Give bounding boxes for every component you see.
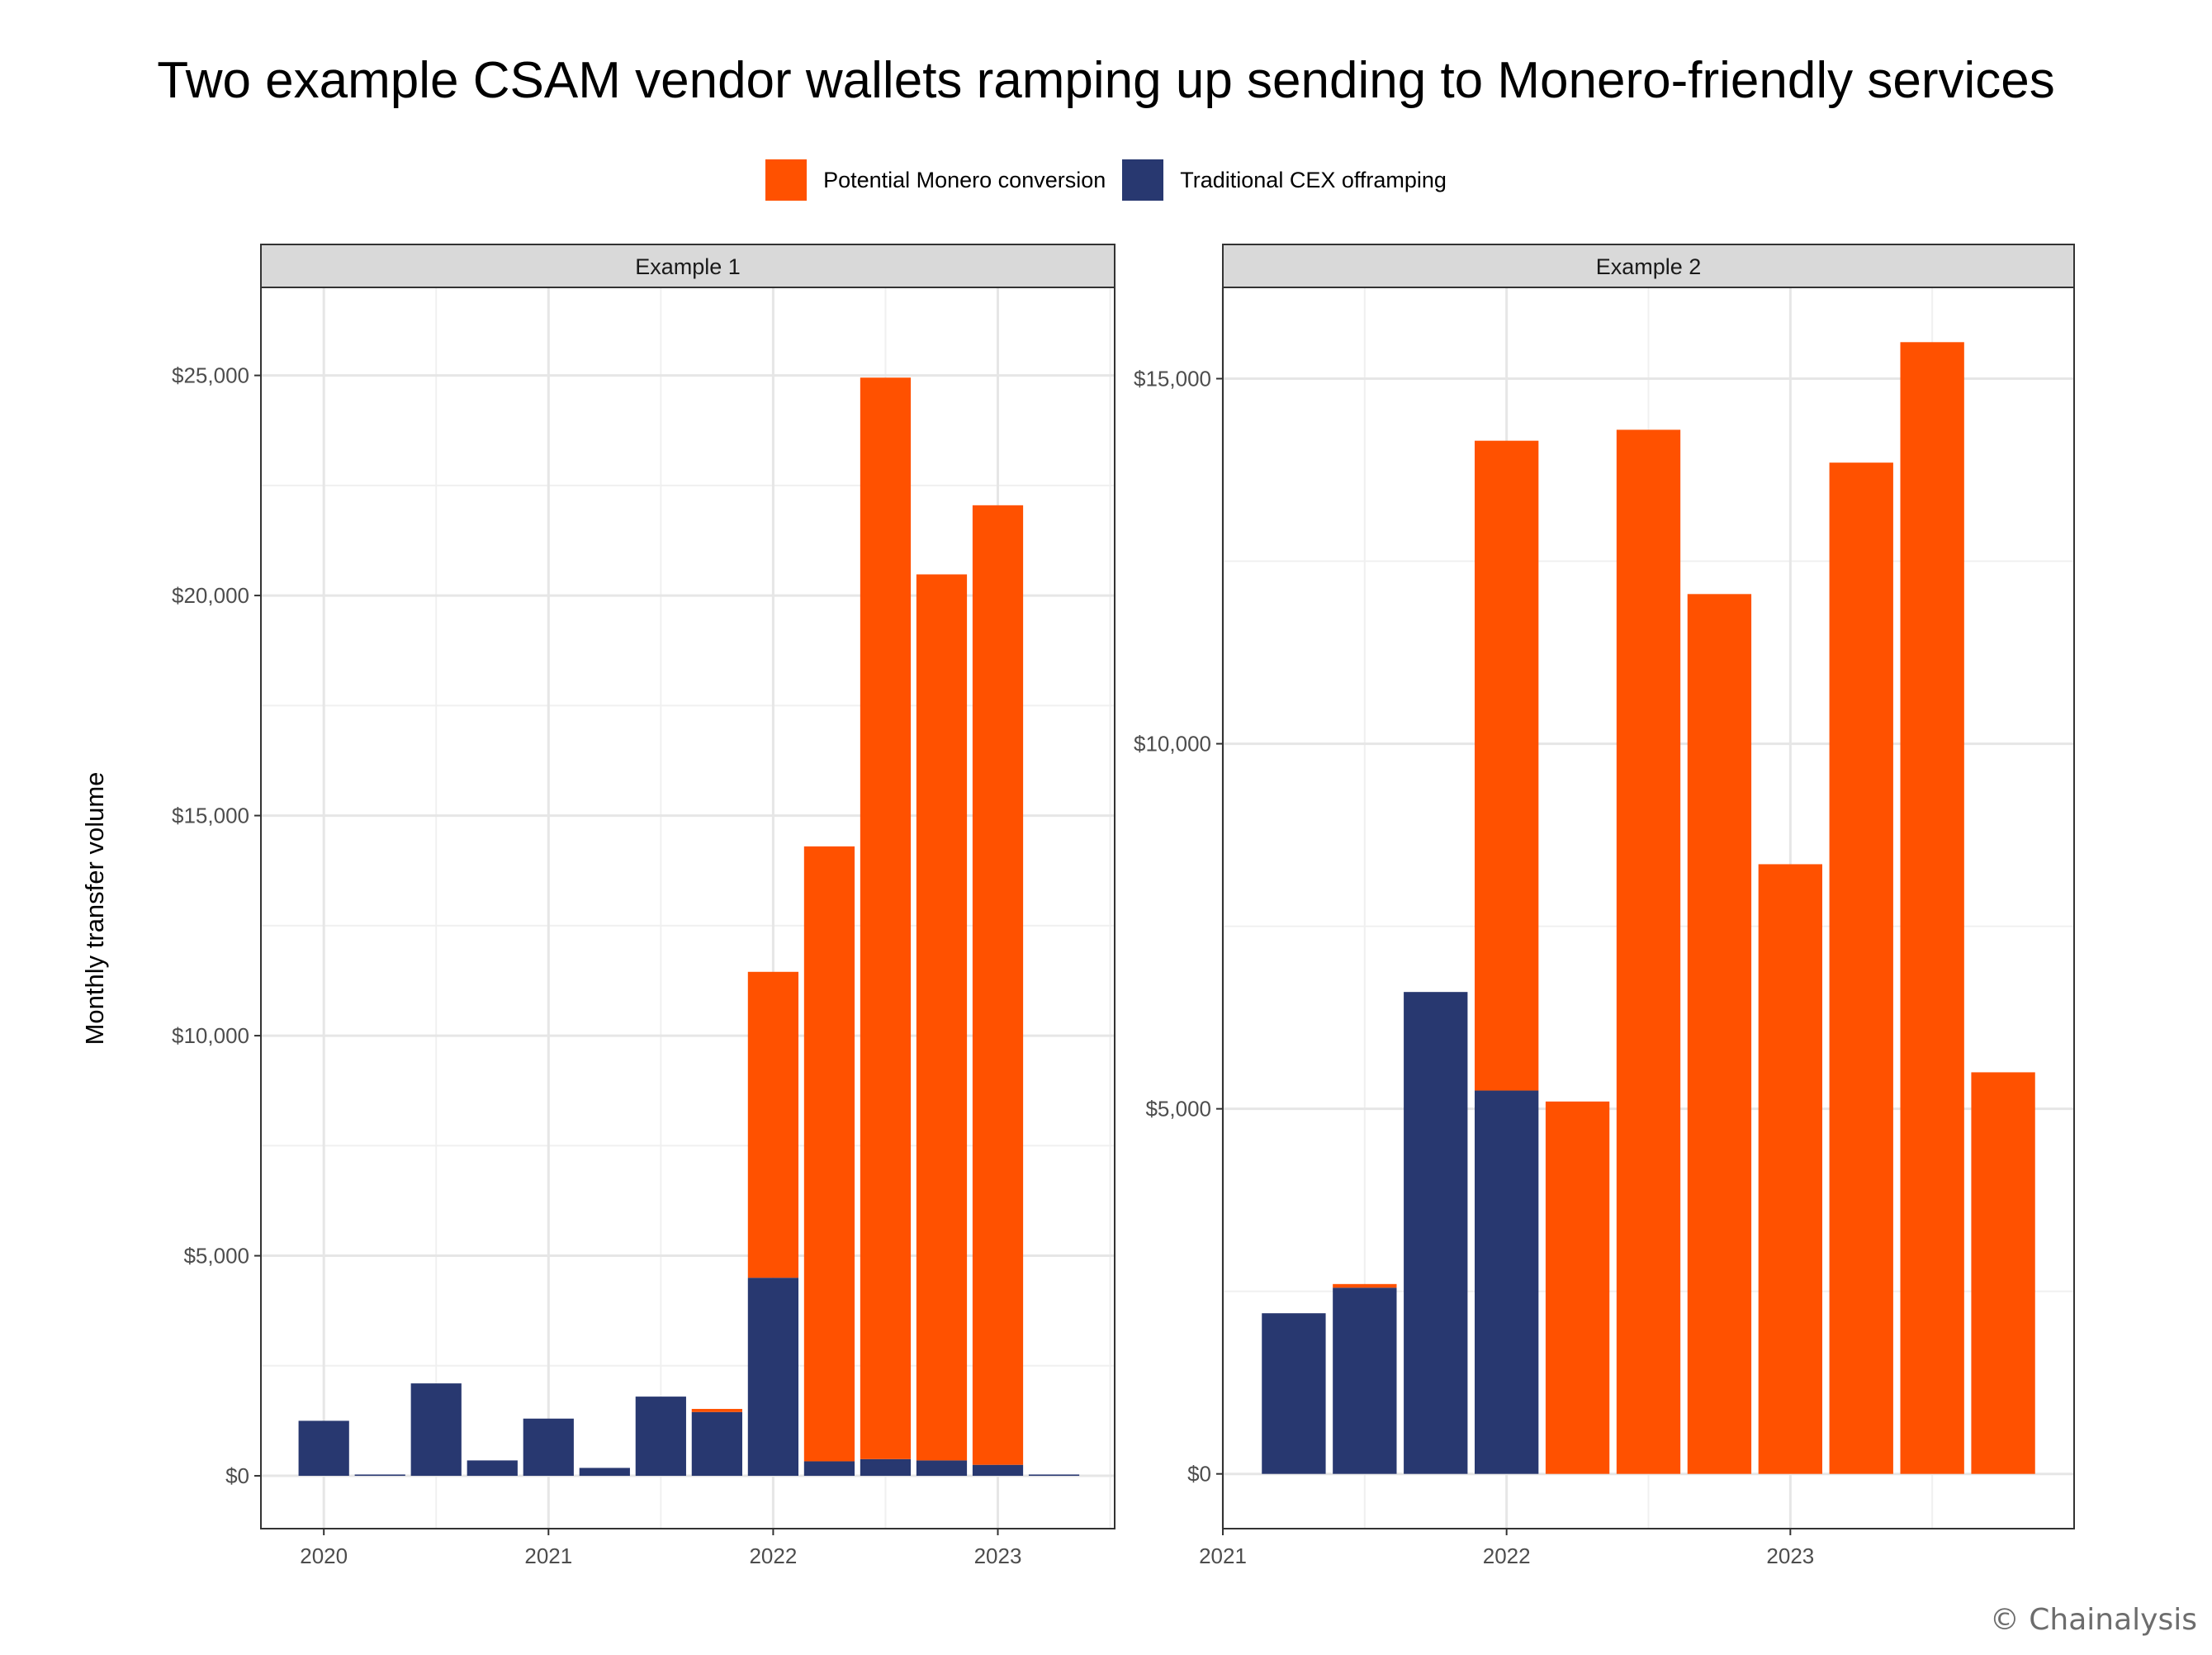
panel1-bar-cex	[467, 1460, 518, 1477]
panel1-bar-monero	[972, 505, 1024, 1465]
panel1-y-tick-label: $5,000	[183, 1244, 249, 1269]
panel2-bar-monero	[1829, 462, 1893, 1474]
legend-swatch-cex	[1122, 159, 1164, 201]
legend-item-monero: Potential Monero conversion	[765, 159, 1106, 201]
panel2-bar-monero	[1475, 440, 1539, 1091]
panel2-bar-cex	[1475, 1090, 1539, 1474]
panel2-bar-cex	[1333, 1287, 1397, 1474]
panel1-bar-cex	[635, 1397, 686, 1477]
panel1-bar-cex	[579, 1468, 630, 1477]
panel2-x-tick-label: 2022	[1483, 1544, 1531, 1568]
panel1-bar-monero	[691, 1409, 742, 1412]
legend-label-monero: Potential Monero conversion	[823, 167, 1106, 192]
panel1-bar-cex	[298, 1420, 349, 1477]
panel1-bar-cex	[691, 1411, 742, 1477]
panel1-bar-cex	[523, 1418, 574, 1477]
panel1-bar-monero	[916, 574, 968, 1461]
panel1-bar-cex	[410, 1383, 462, 1477]
panel1-bar-cex	[803, 1461, 855, 1477]
panel1-x-tick-label: 2020	[300, 1544, 348, 1568]
panel1-y-tick-label: $10,000	[172, 1023, 249, 1048]
panel1-bar-cex	[972, 1464, 1024, 1477]
panel2-bar-cex	[1262, 1313, 1326, 1474]
panel2-y-tick-label: $10,000	[1134, 732, 1211, 756]
panel1-bar-cex	[916, 1460, 968, 1477]
panel1-border	[260, 287, 1115, 1529]
panel2-x-tick-label: 2021	[1199, 1544, 1247, 1568]
panel1-x-tick-label: 2022	[749, 1544, 797, 1568]
panel1-bar-monero	[860, 377, 912, 1459]
panel1-x-tick-label: 2023	[974, 1544, 1022, 1568]
panel1-strip	[260, 244, 1115, 288]
panel2-bar-cex	[1404, 992, 1468, 1474]
panel2-y-tick-label: $0	[1187, 1462, 1211, 1487]
panel1-plot-bg	[261, 287, 1115, 1529]
panel1-bar-cex	[354, 1474, 405, 1477]
panel1-y-tick-label: $0	[225, 1463, 249, 1488]
panel1-bar-cex	[1028, 1474, 1080, 1477]
panel1-strip-label: Example 1	[635, 254, 741, 279]
panel2-bar-monero	[1545, 1101, 1610, 1474]
panel2-bar-monero	[1971, 1072, 2035, 1474]
panel2-y-tick-label: $5,000	[1145, 1097, 1211, 1122]
panel1-y-tick-label: $15,000	[172, 804, 249, 828]
panel2-bar-monero	[1687, 594, 1752, 1474]
legend-label-cex: Traditional CEX offramping	[1180, 167, 1447, 192]
panel2-x-tick-label: 2023	[1766, 1544, 1814, 1568]
legend-item-cex: Traditional CEX offramping	[1122, 159, 1447, 201]
panel2-border	[1222, 287, 2075, 1529]
panel2-bar-monero	[1616, 429, 1681, 1474]
panel2-strip	[1222, 244, 2075, 288]
panel1-bar-cex	[860, 1458, 912, 1477]
legend-swatch-monero	[765, 159, 808, 201]
panel2-bar-monero	[1900, 342, 1964, 1474]
legend: Potential Monero conversion Traditional …	[0, 159, 2212, 201]
panel1-y-tick-label: $20,000	[172, 583, 249, 608]
panel1-bar-monero	[747, 971, 799, 1278]
panel2-strip-label: Example 2	[1596, 254, 1702, 279]
panel2-bar-monero	[1333, 1283, 1397, 1288]
panel1-y-tick-label: $25,000	[172, 363, 249, 388]
panel1-bar-monero	[803, 846, 855, 1462]
watermark: © Chainalysis	[1989, 1603, 2197, 1637]
chart-title: Two example CSAM vendor wallets ramping …	[157, 52, 2055, 109]
panel2-bar-monero	[1758, 864, 1822, 1474]
panel1-x-tick-label: 2021	[524, 1544, 572, 1568]
panel2-y-tick-label: $15,000	[1134, 367, 1211, 391]
panel1-bar-cex	[747, 1278, 799, 1477]
